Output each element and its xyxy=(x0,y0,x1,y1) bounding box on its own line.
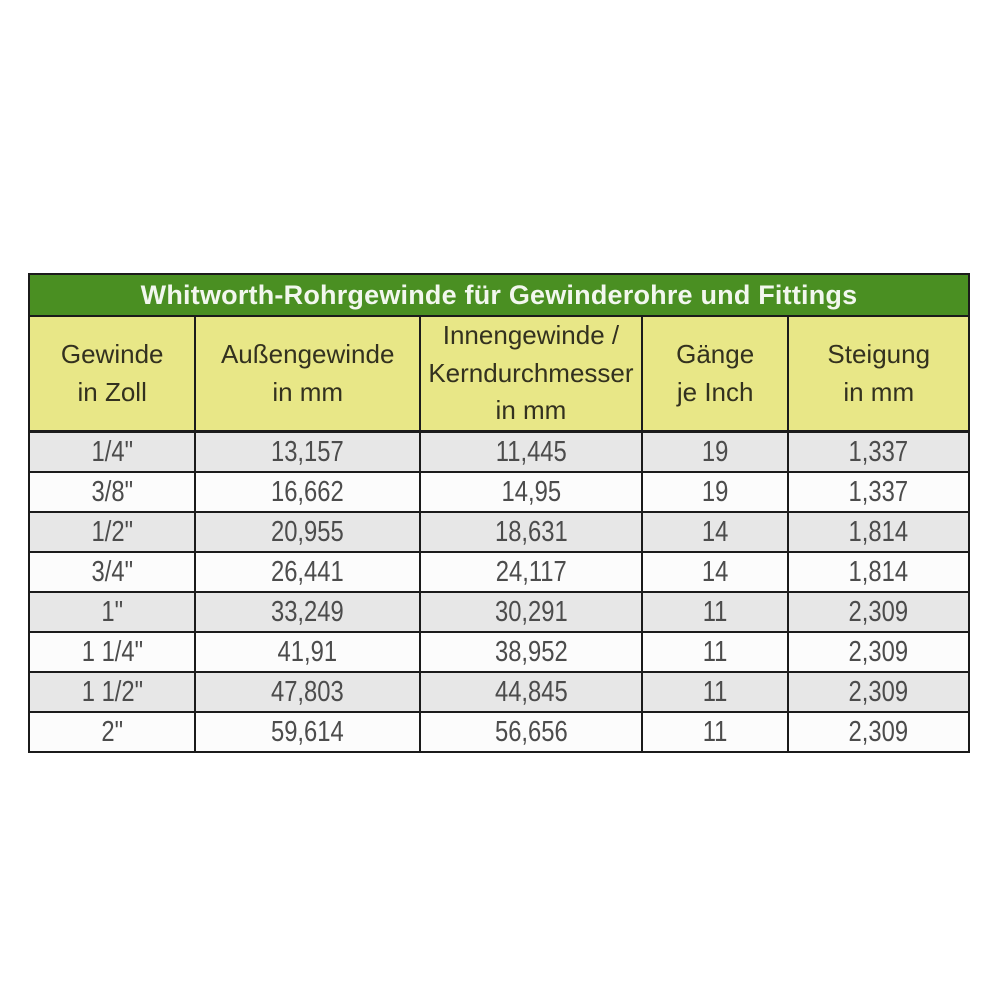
table-row: 2" 59,614 56,656 11 2,309 xyxy=(27,711,970,754)
cell-gaenge: 11 xyxy=(640,591,790,634)
cell-steigung: 1,814 xyxy=(787,511,970,554)
table-row: 1/2" 20,955 18,631 14 1,814 xyxy=(27,511,970,554)
cell-innengewinde: 18,631 xyxy=(419,511,643,554)
cell-steigung: 1,337 xyxy=(787,471,970,514)
column-header-gaenge: Gänge je Inch xyxy=(640,315,790,434)
cell-gaenge: 19 xyxy=(640,471,790,514)
cell-gaenge: 19 xyxy=(640,430,790,474)
table-title-row: Whitworth-Rohrgewinde für Gewinderohre u… xyxy=(28,273,970,317)
cell-aussengewinde: 20,955 xyxy=(194,511,422,554)
cell-innengewinde: 38,952 xyxy=(419,631,643,674)
cell-aussengewinde: 59,614 xyxy=(194,711,422,754)
cell-steigung: 2,309 xyxy=(787,711,970,754)
cell-aussengewinde: 26,441 xyxy=(194,551,422,594)
cell-innengewinde: 11,445 xyxy=(419,430,643,474)
cell-gaenge: 14 xyxy=(640,551,790,594)
cell-steigung: 2,309 xyxy=(787,631,970,674)
cell-gewinde: 3/4" xyxy=(27,551,197,594)
cell-gewinde: 2" xyxy=(27,711,197,754)
cell-gaenge: 11 xyxy=(640,631,790,674)
table-row: 3/8" 16,662 14,95 19 1,337 xyxy=(27,471,970,514)
cell-steigung: 1,814 xyxy=(787,551,970,594)
column-header-row: Gewinde in Zoll Außengewinde in mm Innen… xyxy=(27,315,970,434)
column-header-innengewinde: Innengewinde / Kerndurchmesser in mm xyxy=(419,315,643,434)
cell-gaenge: 14 xyxy=(640,511,790,554)
cell-innengewinde: 24,117 xyxy=(419,551,643,594)
cell-innengewinde: 44,845 xyxy=(419,671,643,714)
cell-gewinde: 3/8" xyxy=(27,471,197,514)
table-row: 1 1/2" 47,803 44,845 11 2,309 xyxy=(27,671,970,714)
cell-steigung: 2,309 xyxy=(787,671,970,714)
table-body: 1/4" 13,157 11,445 19 1,337 3/8" 16,662 … xyxy=(27,430,970,754)
table-row: 1 1/4" 41,91 38,952 11 2,309 xyxy=(27,631,970,674)
cell-gewinde: 1 1/2" xyxy=(27,671,197,714)
cell-gewinde: 1" xyxy=(27,591,197,634)
table-row: 1" 33,249 30,291 11 2,309 xyxy=(27,591,970,634)
cell-innengewinde: 30,291 xyxy=(419,591,643,634)
cell-innengewinde: 56,656 xyxy=(419,711,643,754)
table-row: 3/4" 26,441 24,117 14 1,814 xyxy=(27,551,970,594)
column-header-steigung: Steigung in mm xyxy=(787,315,970,434)
column-header-gewinde: Gewinde in Zoll xyxy=(27,315,197,434)
cell-aussengewinde: 41,91 xyxy=(194,631,422,674)
cell-steigung: 2,309 xyxy=(787,591,970,634)
cell-gaenge: 11 xyxy=(640,671,790,714)
cell-innengewinde: 14,95 xyxy=(419,471,643,514)
column-header-aussengewinde: Außengewinde in mm xyxy=(194,315,422,434)
thread-spec-table: Whitworth-Rohrgewinde für Gewinderohre u… xyxy=(27,273,970,754)
cell-gewinde: 1/4" xyxy=(27,430,197,474)
cell-aussengewinde: 47,803 xyxy=(194,671,422,714)
table-title-text: Whitworth-Rohrgewinde für Gewinderohre u… xyxy=(140,279,858,310)
table-head: Whitworth-Rohrgewinde für Gewinderohre u… xyxy=(27,273,970,434)
table-row: 1/4" 13,157 11,445 19 1,337 xyxy=(27,430,970,474)
cell-aussengewinde: 13,157 xyxy=(194,430,422,474)
cell-steigung: 1,337 xyxy=(787,430,970,474)
cell-gewinde: 1/2" xyxy=(27,511,197,554)
cell-aussengewinde: 16,662 xyxy=(194,471,422,514)
table-title: Whitworth-Rohrgewinde für Gewinderohre u… xyxy=(28,273,970,317)
cell-aussengewinde: 33,249 xyxy=(194,591,422,634)
cell-gaenge: 11 xyxy=(640,711,790,754)
cell-gewinde: 1 1/4" xyxy=(27,631,197,674)
